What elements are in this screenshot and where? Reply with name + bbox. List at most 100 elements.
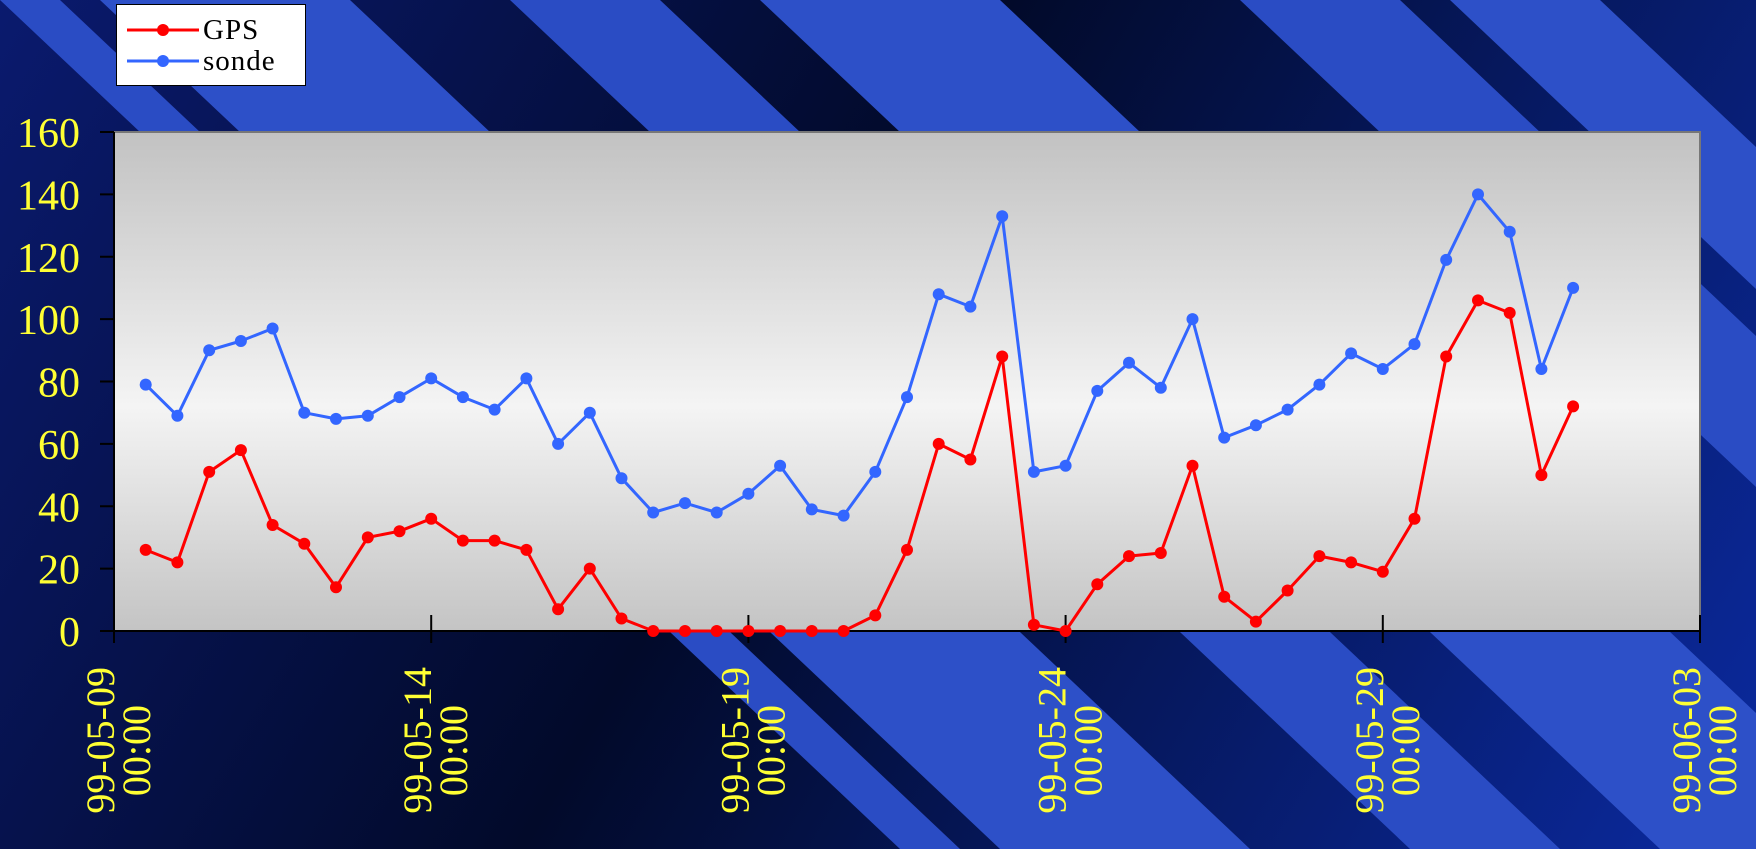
data-point-gps <box>1503 306 1516 319</box>
data-point-sonde <box>425 372 438 385</box>
x-tick-label-time: 00:00 <box>1066 705 1111 796</box>
data-point-gps <box>1218 590 1231 603</box>
data-point-sonde <box>932 288 945 301</box>
data-point-sonde <box>710 506 723 519</box>
data-point-sonde <box>203 344 216 357</box>
y-tick-label: 160 <box>17 111 80 157</box>
y-tick-label: 140 <box>17 173 80 219</box>
data-point-sonde <box>1472 188 1484 201</box>
data-point-sonde <box>1123 356 1135 369</box>
y-tick-label: 0 <box>59 610 80 656</box>
data-point-sonde <box>869 465 882 478</box>
data-point-sonde <box>1059 459 1072 472</box>
data-point-sonde <box>552 437 565 450</box>
x-tick-label-time: 00:00 <box>1383 705 1428 796</box>
data-point-sonde <box>139 378 152 391</box>
data-point-gps <box>932 437 945 450</box>
series-line-gps <box>145 298 1575 633</box>
data-point-sonde <box>1376 363 1389 375</box>
data-point-sonde <box>774 459 787 472</box>
data-point-sonde <box>1091 384 1104 397</box>
data-point-sonde <box>901 391 913 404</box>
x-tick-label-time: 00:00 <box>431 705 476 796</box>
x-tick-label-date: 99-05-14 <box>395 667 440 814</box>
x-tick-label-date: 99-05-29 <box>1347 667 1392 814</box>
data-point-gps <box>456 534 469 547</box>
data-point-gps <box>1059 625 1072 637</box>
data-point-gps <box>1535 469 1548 482</box>
legend-item-gps: GPS <box>127 15 259 45</box>
data-point-gps <box>805 625 818 637</box>
data-point-gps <box>1567 400 1580 413</box>
data-point-gps <box>234 444 247 457</box>
data-point-sonde <box>234 335 247 347</box>
data-point-gps <box>171 556 184 569</box>
legend: GPS sonde <box>116 4 306 86</box>
x-tick-label-time: 00:00 <box>748 705 793 796</box>
data-point-gps <box>996 350 1009 363</box>
data-point-sonde <box>1218 431 1231 444</box>
data-point-sonde <box>1408 338 1421 351</box>
data-point-gps <box>425 512 438 525</box>
data-point-gps <box>742 625 755 637</box>
data-point-gps <box>1281 584 1294 597</box>
data-point-sonde <box>266 322 279 335</box>
data-point-sonde <box>647 506 660 519</box>
data-point-gps <box>583 562 596 575</box>
data-point-sonde <box>742 487 755 500</box>
data-point-sonde <box>456 391 469 404</box>
data-point-gps <box>1345 556 1358 569</box>
data-point-sonde <box>330 412 342 425</box>
data-point-sonde <box>679 497 691 510</box>
data-point-sonde <box>1154 381 1167 394</box>
data-point-gps <box>266 519 279 531</box>
data-point-gps <box>679 625 691 637</box>
data-point-gps <box>1472 294 1484 307</box>
axes <box>100 131 1701 643</box>
data-point-gps <box>710 625 723 637</box>
data-point-sonde <box>964 300 977 313</box>
data-point-gps <box>964 453 977 466</box>
data-point-sonde <box>615 472 628 485</box>
legend-label-sonde: sonde <box>203 45 276 77</box>
data-point-sonde <box>1281 403 1294 416</box>
data-point-sonde <box>805 503 818 516</box>
data-point-sonde <box>837 509 850 522</box>
data-point-gps <box>1091 578 1104 591</box>
data-point-sonde <box>1027 465 1040 478</box>
series-gps <box>139 294 1580 637</box>
y-tick-label: 120 <box>17 236 80 282</box>
data-point-sonde <box>1249 419 1262 432</box>
data-point-gps <box>393 525 406 538</box>
legend-item-sonde: sonde <box>127 46 276 76</box>
legend-swatch-sonde <box>127 55 199 67</box>
data-point-gps <box>1249 615 1262 628</box>
data-point-gps <box>520 543 533 556</box>
y-tick-label: 60 <box>38 423 80 469</box>
data-point-sonde <box>393 391 406 404</box>
data-point-sonde <box>171 409 184 422</box>
data-point-gps <box>139 543 152 556</box>
data-point-sonde <box>1345 347 1358 360</box>
plot-area <box>113 131 1701 632</box>
data-point-gps <box>330 581 342 594</box>
x-tick-label-time: 00:00 <box>1700 705 1745 796</box>
data-point-gps <box>1186 459 1199 472</box>
data-point-sonde <box>1440 253 1453 266</box>
y-tick-label: 40 <box>38 485 80 531</box>
data-point-gps <box>615 612 628 625</box>
data-point-sonde <box>1313 378 1326 391</box>
data-point-gps <box>1313 550 1326 563</box>
data-point-sonde <box>1186 313 1199 326</box>
data-point-gps <box>647 625 660 637</box>
data-point-sonde <box>583 406 596 419</box>
data-point-gps <box>361 531 374 544</box>
x-tick-label-date: 99-05-19 <box>712 667 757 814</box>
series-line-sonde <box>144 192 1575 518</box>
